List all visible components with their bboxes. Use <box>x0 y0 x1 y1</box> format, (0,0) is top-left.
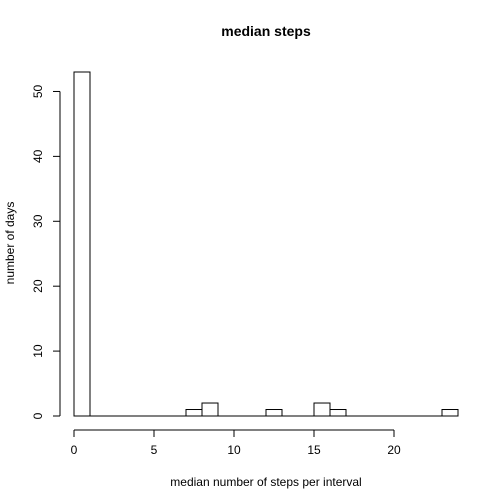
x-tick-label: 5 <box>151 443 158 457</box>
chart-title: median steps <box>221 23 311 39</box>
x-tick-label: 10 <box>227 443 241 457</box>
x-tick-label: 0 <box>71 443 78 457</box>
y-tick-label: 50 <box>31 84 45 98</box>
y-tick-label: 20 <box>31 279 45 293</box>
histogram-bar <box>329 409 347 417</box>
histogram-bar <box>441 409 459 417</box>
x-tick-label: 20 <box>387 443 401 457</box>
y-tick-label: 10 <box>31 344 45 358</box>
histogram-bar <box>265 409 283 417</box>
histogram-bars <box>73 71 459 417</box>
histogram-bar <box>313 402 331 417</box>
x-axis-label: median number of steps per interval <box>170 475 361 489</box>
x-tick-label: 15 <box>307 443 321 457</box>
y-tick-label: 30 <box>31 214 45 228</box>
y-tick-label: 40 <box>31 149 45 163</box>
histogram-bar <box>201 402 219 417</box>
y-axis: 0 10 20 30 40 50 <box>31 84 61 419</box>
histogram-bar <box>185 409 203 417</box>
y-axis-label: number of days <box>3 202 17 285</box>
y-tick-label: 0 <box>31 412 45 419</box>
x-axis: 0 5 10 15 20 <box>71 429 401 457</box>
histogram-bar <box>73 71 91 417</box>
